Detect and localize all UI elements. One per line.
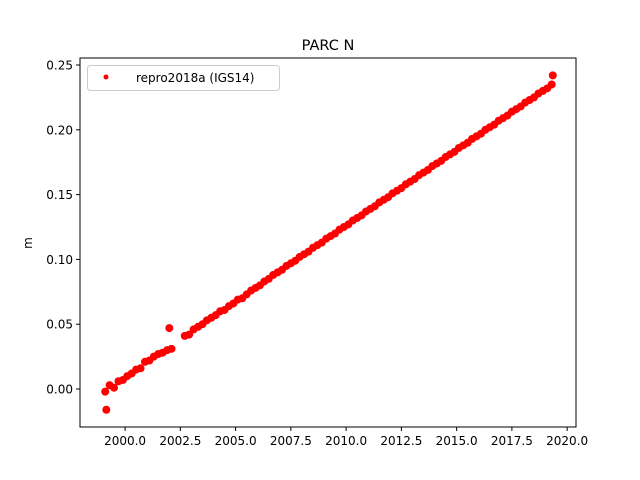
data-points: [101, 71, 557, 414]
data-point: [136, 364, 145, 373]
legend-label: repro2018a (IGS14): [136, 71, 254, 85]
data-point: [548, 71, 557, 80]
legend: repro2018a (IGS14): [87, 65, 280, 91]
x-tick-label: 2012.5: [380, 434, 422, 448]
y-tick-label: 0.10: [46, 253, 73, 267]
data-point: [101, 387, 110, 396]
y-tick-label: 0.05: [46, 318, 73, 332]
x-axis-ticks: 2000.0 2002.5 2005.0 2007.5 2010.0 2012.5 2015…: [104, 427, 588, 448]
data-point: [102, 405, 111, 414]
legend-marker: [103, 74, 109, 80]
y-axis-ticks: 0.00 0.05 0.10 0.15 0.20 0.25: [46, 58, 80, 397]
y-axis-label: m: [21, 237, 35, 249]
x-tick-label: 2015.0: [436, 434, 478, 448]
x-tick-label: 2017.5: [491, 434, 533, 448]
data-point: [167, 344, 176, 353]
x-tick-label: 2002.5: [159, 434, 201, 448]
legend-box: [87, 65, 280, 91]
x-tick-label: 2010.0: [325, 434, 367, 448]
data-point: [110, 383, 119, 392]
x-tick-label: 2005.0: [215, 434, 257, 448]
y-tick-label: 0.00: [46, 383, 73, 397]
y-tick-label: 0.20: [46, 123, 73, 137]
y-tick-label: 0.15: [46, 188, 73, 202]
x-tick-label: 2000.0: [104, 434, 146, 448]
chart-title: PARC N: [302, 38, 355, 54]
data-point: [547, 80, 556, 89]
y-tick-label: 0.25: [46, 58, 73, 72]
axes-frame: [79, 57, 577, 428]
x-tick-label: 2007.5: [270, 434, 312, 448]
x-tick-label: 2020.0: [546, 434, 588, 448]
data-point: [165, 324, 174, 333]
